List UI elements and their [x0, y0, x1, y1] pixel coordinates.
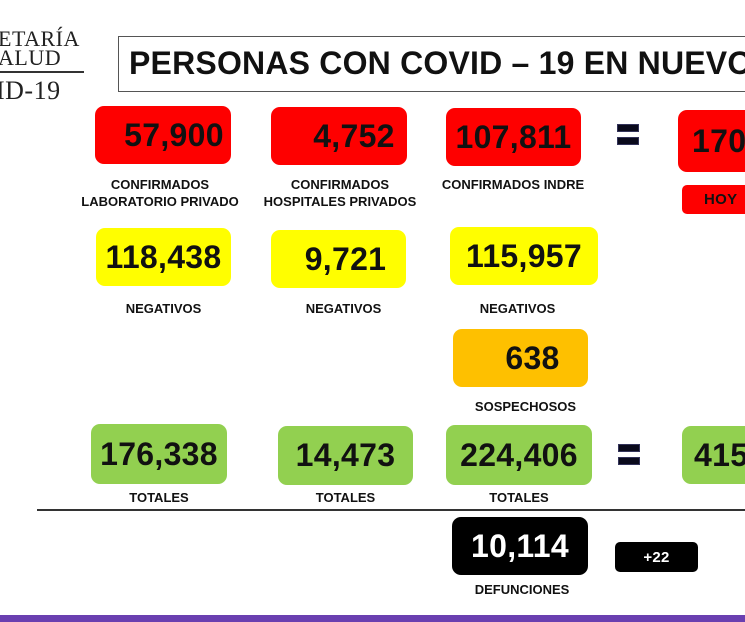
- negatives-private-hospitals-box: 9,721: [271, 230, 406, 288]
- confirmed-private-hospitals-value: 4,752: [313, 117, 395, 154]
- today-badge-label: HOY: [704, 191, 738, 208]
- logo-line-3: ID-19: [0, 76, 61, 105]
- negatives-indre-box: 115,957: [450, 227, 598, 285]
- logo-line-2: ALUD: [0, 45, 62, 70]
- logo-rule: [0, 71, 84, 73]
- totals-private-lab-box: 176,338: [91, 424, 227, 484]
- today-badge: HOY: [682, 185, 745, 214]
- totals-indre-label: TOTALES: [489, 490, 549, 505]
- suspected-label: SOSPECHOSOS: [474, 399, 577, 414]
- confirmed-private-hospitals-label: CONFIRMADOS HOSPITALES PRIVADOS: [255, 176, 425, 210]
- deaths-value: 10,114: [471, 527, 569, 564]
- confirmed-indre-label: CONFIRMADOS INDRE: [441, 177, 585, 192]
- confirmed-indre-value: 107,811: [455, 118, 572, 155]
- bottom-accent-bar: [0, 615, 745, 622]
- label-line-2: LABORATORIO PRIVADO: [81, 194, 239, 209]
- page-title: PERSONAS CON COVID – 19 EN NUEVO L: [129, 45, 745, 81]
- totals-private-hospitals-label: TOTALES: [315, 490, 376, 505]
- confirmed-total-value: 170: [692, 122, 745, 159]
- confirmed-private-hospitals-box: 4,752: [271, 107, 407, 165]
- negatives-private-hospitals-value: 9,721: [304, 240, 387, 277]
- suspected-box: 638: [453, 329, 588, 387]
- confirmed-private-lab-label: CONFIRMADOS LABORATORIO PRIVADO: [70, 176, 250, 210]
- logo-line-1: ETARÍA: [0, 26, 80, 51]
- totals-private-lab-label: TOTALES: [129, 490, 189, 505]
- totals-indre-value: 224,406: [460, 436, 578, 473]
- deaths-delta-badge: +22: [615, 542, 698, 572]
- negatives-indre-value: 115,957: [465, 237, 582, 274]
- confirmed-total-box: 170: [678, 110, 745, 172]
- confirmed-private-lab-box: 57,900: [95, 106, 231, 164]
- confirmed-indre-box: 107,811: [446, 108, 581, 166]
- totals-private-hospitals-box: 14,473: [278, 426, 413, 485]
- label-line-1: CONFIRMADOS: [290, 177, 390, 192]
- confirmed-private-lab-value: 57,900: [124, 116, 224, 153]
- negatives-private-lab-label: NEGATIVOS: [125, 301, 202, 316]
- deaths-box: 10,114: [452, 517, 588, 575]
- totals-private-hospitals-value: 14,473: [295, 437, 396, 473]
- negatives-private-lab-value: 118,438: [105, 238, 222, 275]
- negatives-private-lab-box: 118,438: [96, 228, 231, 286]
- suspected-value: 638: [505, 339, 560, 376]
- deaths-label: DEFUNCIONES: [474, 582, 570, 597]
- label-line-2: HOSPITALES PRIVADOS: [263, 194, 417, 209]
- deaths-delta-value: +22: [643, 548, 670, 566]
- grand-total-box: 415: [682, 426, 745, 484]
- section-divider: [37, 509, 745, 511]
- title-box: PERSONAS CON COVID – 19 EN NUEVO L: [118, 36, 745, 92]
- equals-icon: [618, 444, 640, 466]
- totals-indre-box: 224,406: [446, 425, 592, 485]
- label-line-1: CONFIRMADOS: [110, 177, 210, 192]
- negatives-private-hospitals-label: NEGATIVOS: [305, 301, 382, 316]
- equals-icon: [617, 124, 639, 146]
- negatives-indre-label: NEGATIVOS: [479, 301, 556, 316]
- totals-private-lab-value: 176,338: [100, 435, 218, 472]
- grand-total-value: 415: [694, 436, 745, 473]
